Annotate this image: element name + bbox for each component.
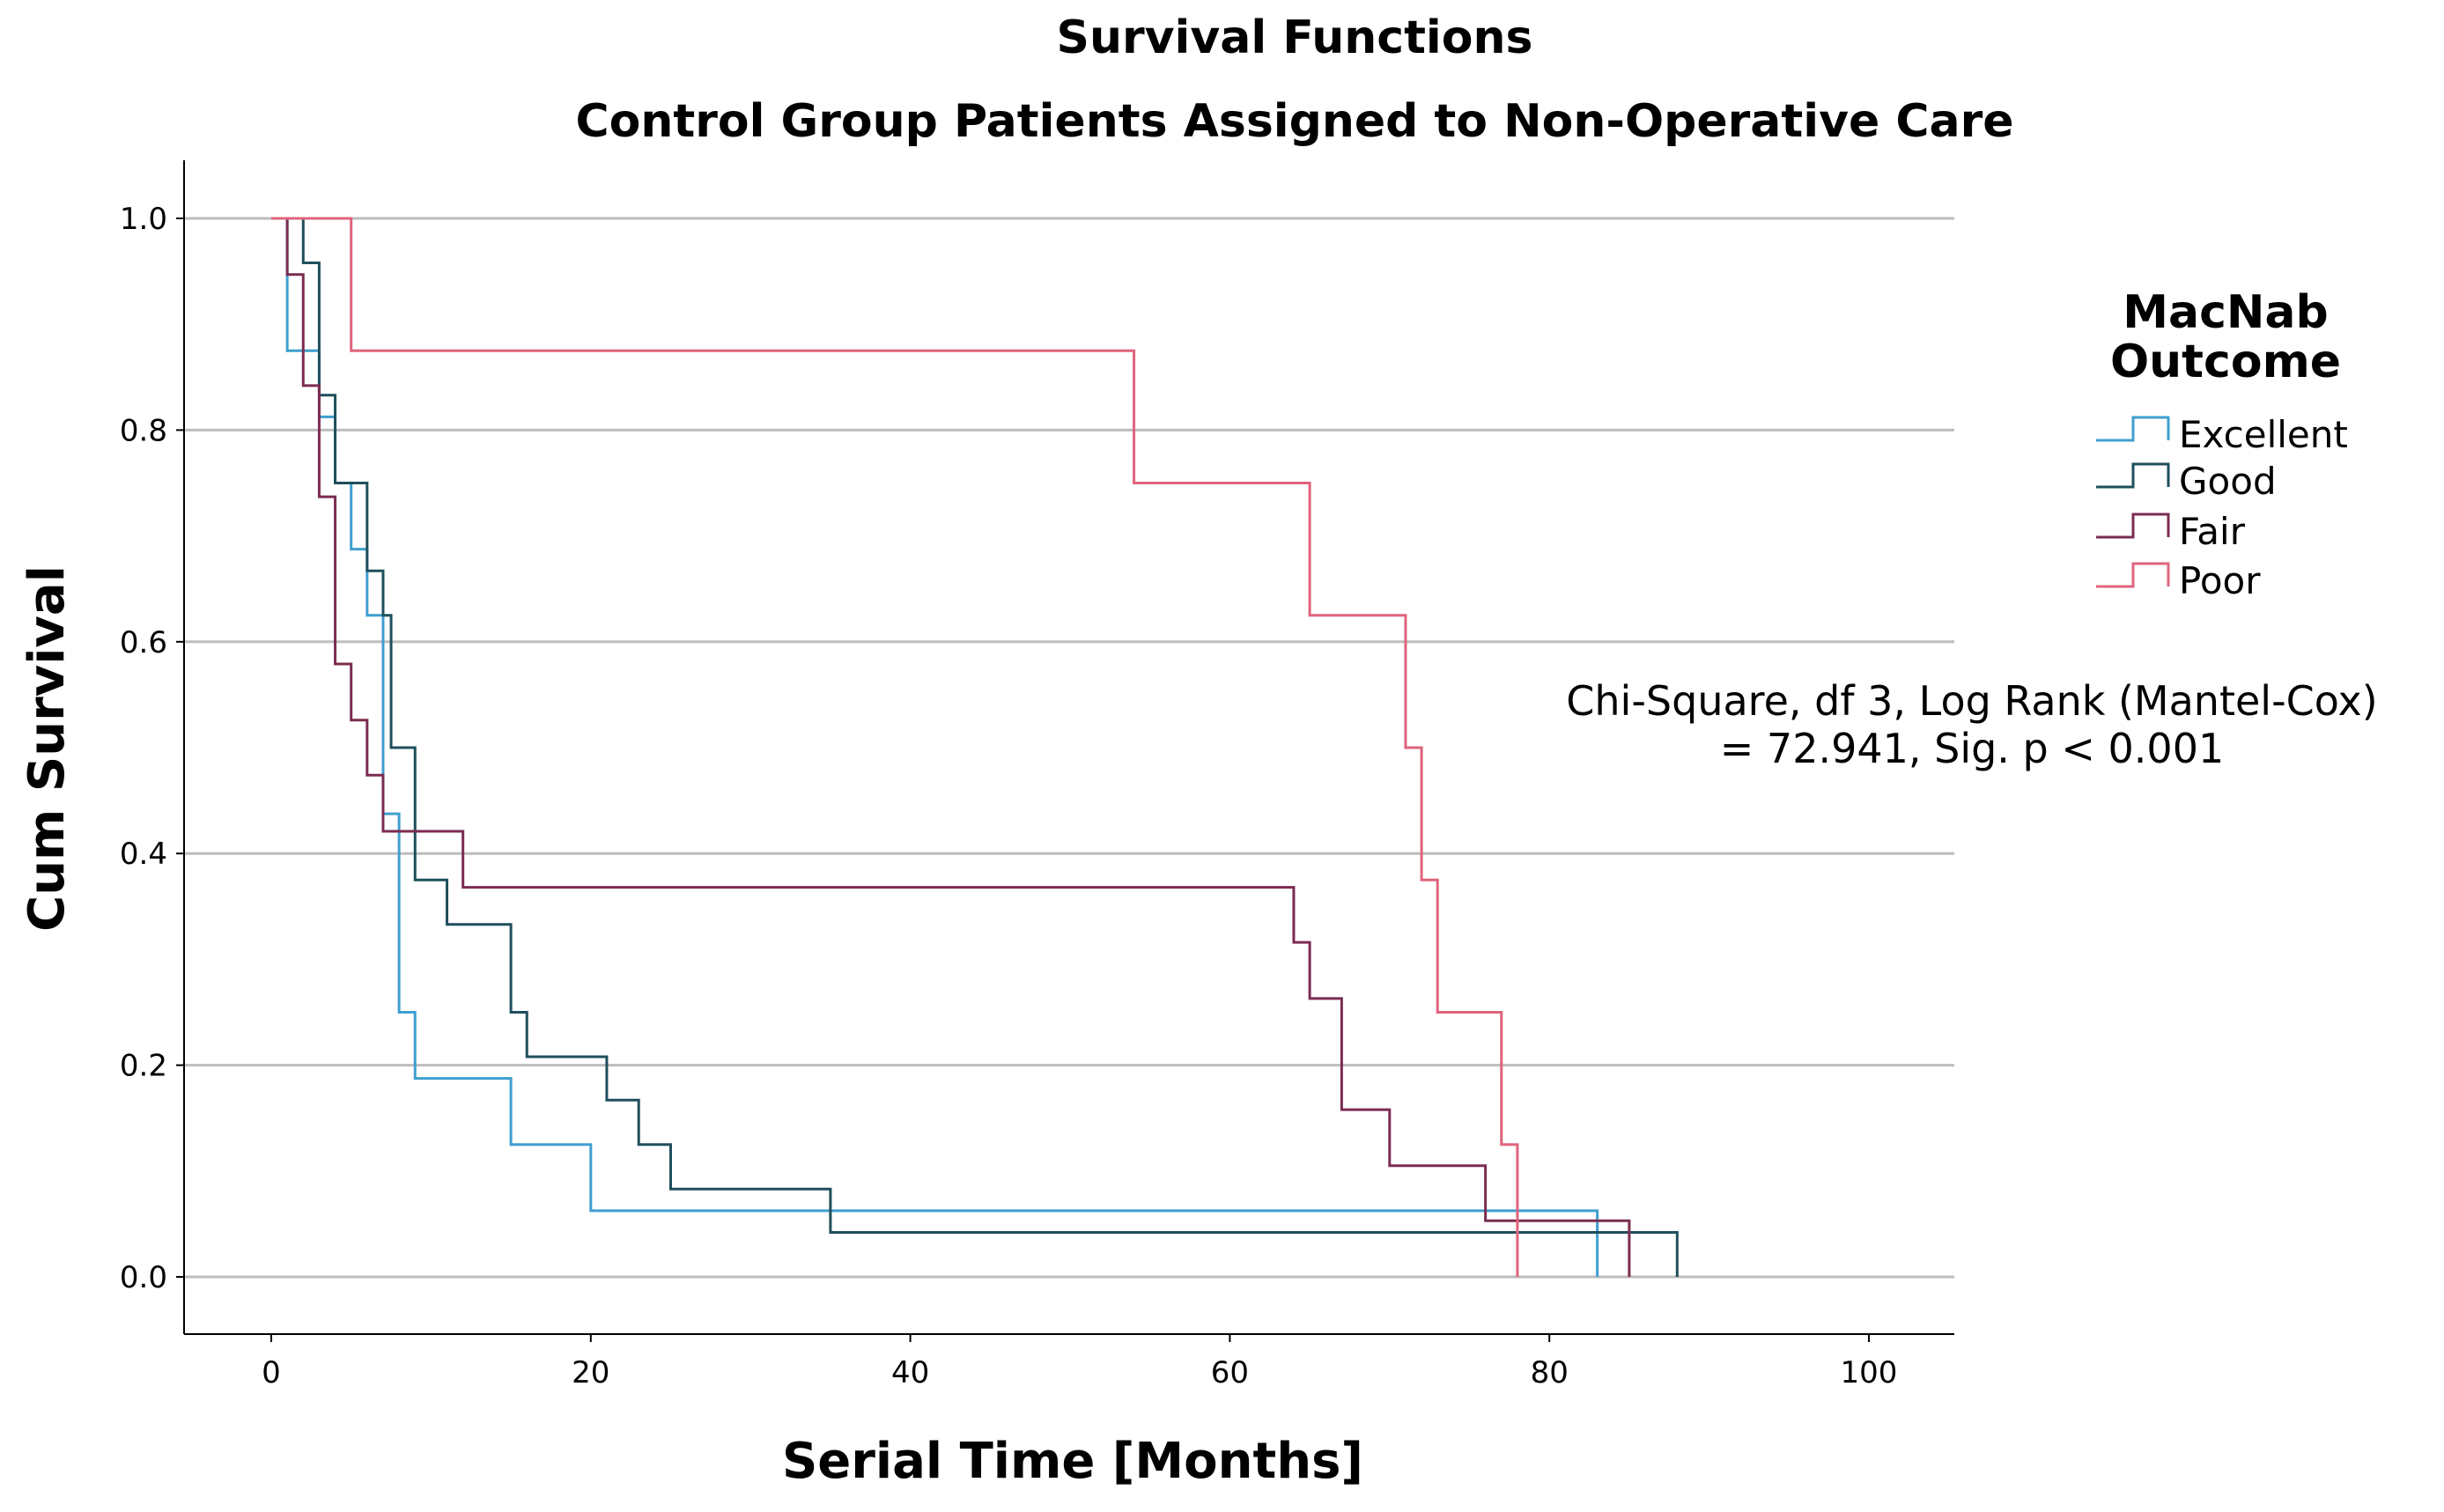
series-group: [271, 217, 1679, 1277]
legend-label-excellent: Excellent: [2179, 413, 2348, 456]
legend-swatch-fair: [2096, 513, 2170, 539]
legend-label-good: Good: [2179, 460, 2277, 503]
x-tick-label: 0: [262, 1355, 281, 1390]
series-line-poor: [271, 217, 1519, 1277]
y-tick-label: 1.0: [120, 202, 167, 237]
series-line-excellent: [271, 217, 1599, 1277]
x-tick-label: 100: [1841, 1355, 1898, 1390]
y-tick-label: 0.2: [120, 1049, 167, 1084]
chart-subtitle: Control Group Patients Assigned to Non-O…: [575, 95, 2013, 148]
x-tick-label: 60: [1211, 1355, 1249, 1390]
annotation-line2: = 72.941, Sig. p < 0.001: [1720, 725, 2224, 772]
legend-label-poor: Poor: [2179, 559, 2261, 602]
y-tick-label: 0.6: [120, 625, 167, 660]
chart-title: Survival Functions: [1057, 11, 1533, 64]
y-tick-label: 0.8: [120, 413, 167, 448]
legend-title-line2: Outcome: [2110, 336, 2341, 388]
x-tick-label: 20: [572, 1355, 609, 1390]
series-line-good: [271, 217, 1679, 1277]
y-axis-label: Cum Survival: [18, 565, 76, 932]
legend-swatch-excellent: [2096, 416, 2170, 442]
y-tick-label: 0.4: [120, 837, 167, 872]
legend-swatch-good: [2096, 462, 2170, 489]
y-tick-labels: 0.0 0.2 0.4 0.6 0.8 1.0: [120, 202, 184, 1295]
gridlines: [184, 217, 1954, 1279]
x-axis-label: Serial Time [Months]: [782, 1433, 1363, 1490]
x-tick-labels: 0 20 40 60 80 100: [262, 1334, 1897, 1390]
y-tick-label: 0.0: [120, 1260, 167, 1295]
annotation-line1: Chi-Square, df 3, Log Rank (Mantel-Cox): [1566, 677, 2377, 725]
series-line-fair: [271, 217, 1631, 1277]
x-tick-label: 80: [1531, 1355, 1569, 1390]
legend-label-fair: Fair: [2179, 510, 2246, 553]
x-tick-label: 40: [891, 1355, 929, 1390]
legend-title-line1: MacNab: [2123, 286, 2329, 339]
legend-swatch-poor: [2096, 562, 2170, 588]
